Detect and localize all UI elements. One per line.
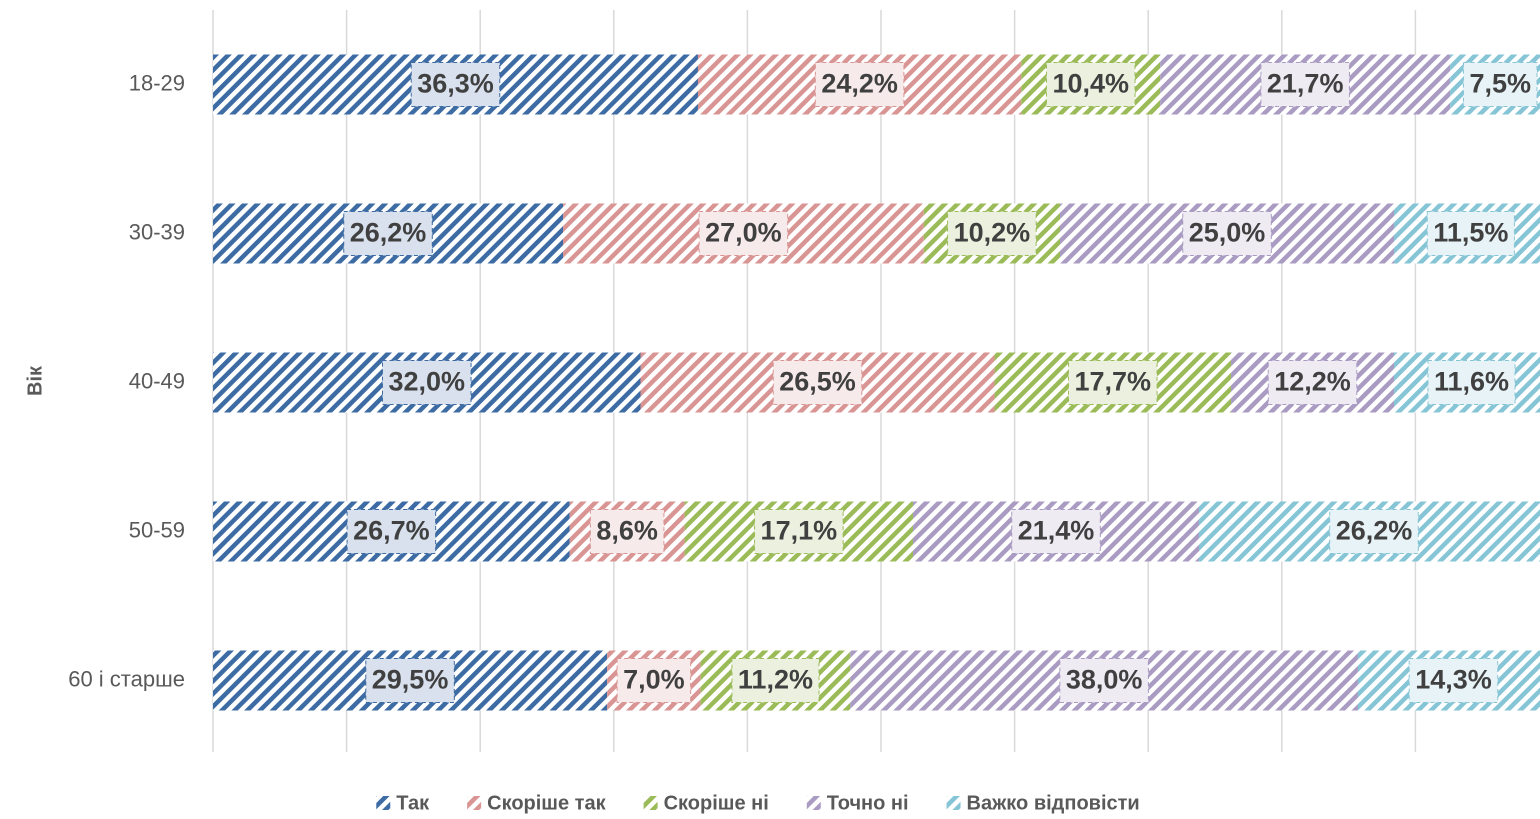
value-label: 26,2% xyxy=(350,218,427,248)
value-label-box xyxy=(346,509,437,554)
value-label-box xyxy=(1011,509,1101,554)
value-label: 29,5% xyxy=(372,665,449,695)
value-label: 26,7% xyxy=(353,516,430,546)
value-label-box xyxy=(731,658,820,703)
value-label-box xyxy=(772,360,863,405)
value-label-box xyxy=(1427,360,1516,405)
value-label: 21,7% xyxy=(1267,69,1344,99)
value-label-box xyxy=(947,211,1037,256)
legend-item: Точно ні xyxy=(806,792,909,814)
legend-label: Точно ні xyxy=(827,792,909,814)
value-label-box xyxy=(381,360,472,405)
legend-label: Скоріше так xyxy=(487,792,606,814)
legend-item: Так xyxy=(376,792,430,814)
legend-item: Скоріше так xyxy=(467,792,607,814)
legend-swatch xyxy=(946,796,961,810)
value-label-box xyxy=(1059,658,1149,703)
value-label-box xyxy=(1426,211,1515,256)
value-label-box xyxy=(1267,360,1358,405)
value-label: 11,6% xyxy=(1434,367,1509,397)
value-label: 25,0% xyxy=(1189,218,1266,248)
value-label: 26,5% xyxy=(779,367,856,397)
legend-swatch xyxy=(376,796,391,810)
value-label-box xyxy=(589,509,665,554)
y-tick-label: 40-49 xyxy=(129,368,185,393)
legend-label: Так xyxy=(396,792,430,814)
y-tick-label: 60 і старше xyxy=(68,666,185,691)
value-label: 11,5% xyxy=(1433,218,1508,248)
value-label: 10,2% xyxy=(954,218,1031,248)
value-label-box xyxy=(1260,62,1350,107)
value-label: 32,0% xyxy=(388,367,465,397)
value-label: 27,0% xyxy=(705,218,782,248)
value-label: 12,2% xyxy=(1274,367,1351,397)
value-label: 21,4% xyxy=(1018,516,1095,546)
legend-item: Скоріше ні xyxy=(643,792,769,814)
legend-label: Важко відповісти xyxy=(967,792,1140,814)
value-label: 7,0% xyxy=(623,665,685,695)
value-label: 36,3% xyxy=(417,69,494,99)
value-label-box xyxy=(754,509,844,554)
value-label: 38,0% xyxy=(1066,665,1143,695)
value-label-box xyxy=(1408,658,1499,703)
value-label-box xyxy=(1045,62,1136,107)
y-tick-label: 18-29 xyxy=(129,70,185,95)
value-label: 17,1% xyxy=(761,516,838,546)
legend-swatch xyxy=(806,796,821,810)
value-label: 7,5% xyxy=(1469,69,1531,99)
value-label-box xyxy=(698,211,789,256)
value-label-box xyxy=(1182,211,1272,256)
value-label: 24,2% xyxy=(821,69,898,99)
legend-swatch xyxy=(467,796,482,810)
value-label-box xyxy=(343,211,433,256)
value-label: 10,4% xyxy=(1052,69,1129,99)
legend-item: Важко відповісти xyxy=(946,792,1140,814)
legend-label: Скоріше ні xyxy=(664,792,769,814)
value-label-box xyxy=(410,62,501,107)
legend-swatch xyxy=(643,796,658,810)
value-label-box xyxy=(365,658,455,703)
value-label: 17,7% xyxy=(1075,367,1152,397)
value-label: 11,2% xyxy=(738,665,813,695)
y-axis-label: Вік xyxy=(24,365,46,396)
y-tick-label: 50-59 xyxy=(129,517,185,542)
value-label-box xyxy=(1068,360,1158,405)
value-label: 14,3% xyxy=(1415,665,1492,695)
y-tick-label: 30-39 xyxy=(129,219,185,244)
value-label-box xyxy=(1329,509,1419,554)
value-label-box xyxy=(1462,62,1538,107)
value-label: 26,2% xyxy=(1336,516,1413,546)
value-label-box xyxy=(814,62,905,107)
value-label: 8,6% xyxy=(596,516,658,546)
value-label-box xyxy=(616,658,692,703)
